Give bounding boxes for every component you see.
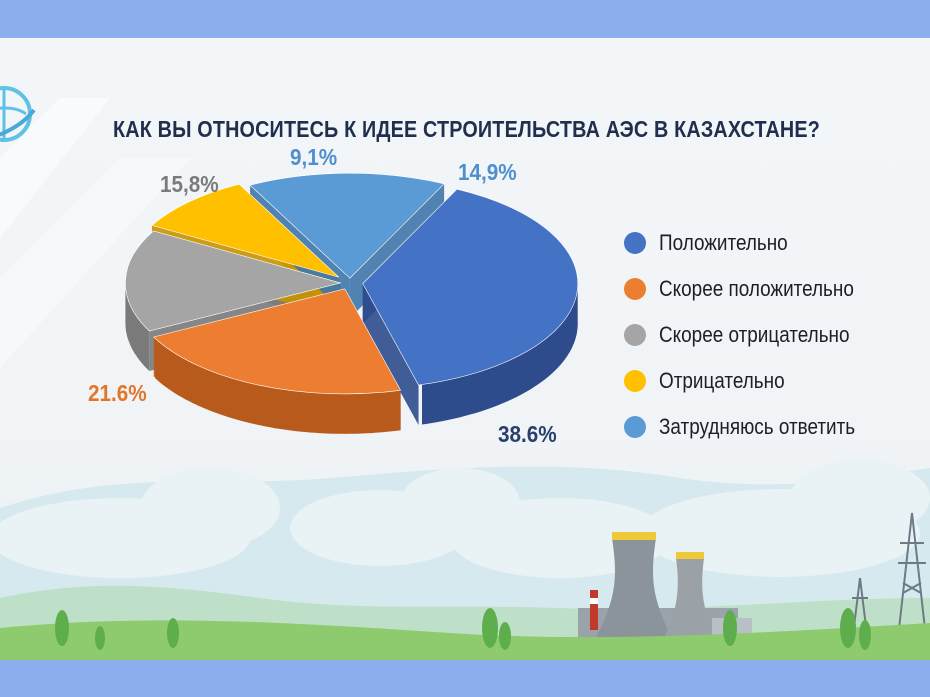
data-label-rather-negative: 15,8% (160, 171, 219, 197)
legend-swatch (624, 232, 646, 254)
pie-slice-edge (362, 283, 419, 426)
legend-swatch (624, 370, 646, 392)
pie-slice-2 (125, 230, 342, 332)
logo-icon (0, 86, 36, 142)
pie-chart (125, 172, 579, 434)
pie-slice-4 (249, 172, 445, 279)
legend-swatch (624, 416, 646, 438)
legend-item-positive: Положительно (624, 220, 887, 266)
legend-item-undecided: Затрудняюсь ответить (624, 404, 887, 450)
data-label-negative: 9,1% (290, 144, 338, 170)
legend-item-rather-positive: Скорее положительно (624, 266, 887, 312)
pie-slice-side (125, 281, 150, 371)
legend-item-negative: Отрицательно (624, 358, 887, 404)
top-band (0, 0, 930, 38)
pie-slice-side (422, 281, 578, 425)
cooling-tower-icon (578, 532, 752, 638)
legend-swatch (624, 278, 646, 300)
legend-label: Затрудняюсь ответить (659, 414, 856, 439)
tree-icon (55, 608, 871, 650)
legend-label: Скорее отрицательно (659, 322, 850, 347)
data-label-positive: 38.6% (498, 421, 557, 447)
legend: Положительно Скорее положительно Скорее … (624, 220, 887, 450)
legend-label: Скорее положительно (659, 276, 854, 301)
pie-slice-1 (153, 288, 402, 395)
legend-label: Положительно (659, 230, 788, 255)
cloud-icon (0, 460, 930, 578)
pie-slice-side (155, 338, 401, 434)
data-label-rather-positive: 21.6% (88, 380, 147, 406)
landscape-background (0, 98, 930, 660)
data-label-undecided: 14,9% (458, 159, 517, 185)
chart-title: КАК ВЫ ОТНОСИТЕСЬ К ИДЕЕ СТРОИТЕЛЬСТВА А… (113, 116, 820, 142)
pie-slice-0 (362, 188, 579, 386)
pie-slice-3 (151, 183, 340, 278)
legend-swatch (624, 324, 646, 346)
bottom-band (0, 660, 930, 697)
legend-item-rather-negative: Скорее отрицательно (624, 312, 887, 358)
legend-label: Отрицательно (659, 368, 785, 393)
slide-card: КАК ВЫ ОТНОСИТЕСЬ К ИДЕЕ СТРОИТЕЛЬСТВА А… (0, 38, 930, 660)
